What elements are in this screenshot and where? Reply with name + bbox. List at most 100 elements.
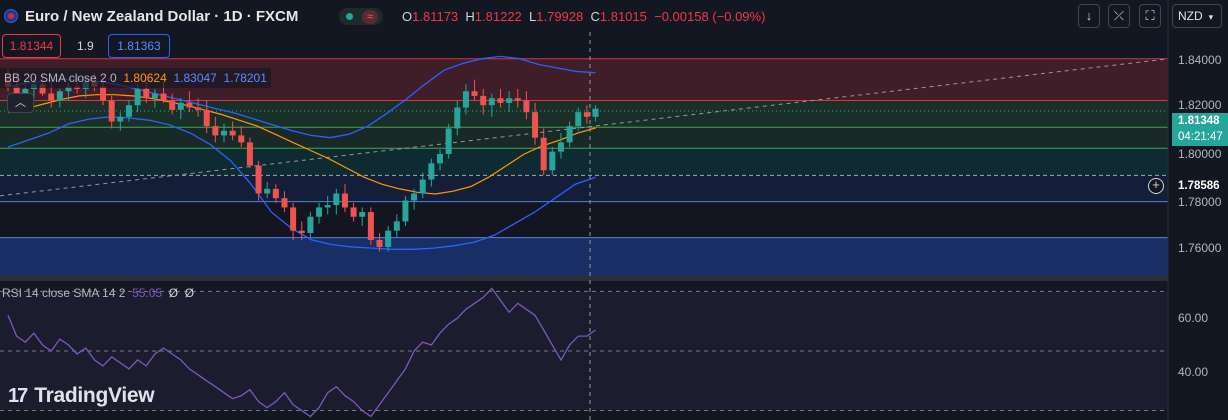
candle-body bbox=[169, 100, 176, 110]
candle-body bbox=[557, 142, 564, 152]
candle-body bbox=[549, 151, 556, 171]
candle-body bbox=[419, 179, 426, 194]
candle-body bbox=[592, 108, 599, 117]
trend-line bbox=[0, 58, 1166, 197]
candle-body bbox=[281, 198, 288, 208]
arrow-down-button[interactable]: ↓ bbox=[1078, 4, 1100, 28]
candle-body bbox=[255, 165, 262, 194]
sell-button[interactable]: 1.81344 bbox=[2, 34, 61, 58]
market-open-dot-icon bbox=[346, 13, 353, 20]
tradingview-logo[interactable]: 17 TradingView bbox=[8, 383, 155, 409]
candle-body bbox=[39, 84, 46, 94]
candle-body bbox=[229, 130, 236, 136]
candle-body bbox=[333, 193, 340, 206]
price-tick: 1.84000 bbox=[1178, 53, 1222, 67]
ohlc-low-value: 1.79928 bbox=[536, 9, 584, 24]
candle-body bbox=[221, 130, 227, 136]
ohlc-readout: O1.81173 H1.81222 L1.79928 C1.81015 −0.0… bbox=[402, 9, 765, 24]
candle-body bbox=[22, 88, 29, 96]
collapse-button[interactable]: ⤫ bbox=[1108, 4, 1130, 28]
bb-legend[interactable]: BB 20 SMA close 2 0 1.80624 1.83047 1.78… bbox=[0, 68, 271, 88]
chevron-up-icon: ︿ bbox=[15, 97, 26, 109]
candle-body bbox=[160, 93, 167, 101]
symbol-title[interactable]: Euro / New Zealand Dollar · 1D · FXCM bbox=[25, 8, 299, 25]
candle-body bbox=[290, 207, 297, 231]
candle-body bbox=[272, 188, 279, 199]
zone-band bbox=[0, 148, 1168, 176]
candle-body bbox=[540, 137, 547, 171]
zone-band bbox=[0, 237, 1168, 276]
fullscreen-button[interactable]: ⛶ bbox=[1139, 4, 1161, 28]
candle-body bbox=[48, 93, 55, 101]
candle-body bbox=[480, 95, 487, 106]
candle-body bbox=[203, 109, 210, 127]
candle-body bbox=[532, 112, 539, 138]
arrow-down-icon: ↓ bbox=[1085, 8, 1093, 23]
rsi-legend[interactable]: RSI 14 close SMA 14 2 55.05 Ø Ø bbox=[2, 286, 194, 300]
fullscreen-icon: ⛶ bbox=[1145, 8, 1155, 23]
candle-body bbox=[238, 135, 245, 143]
candle-body bbox=[246, 142, 253, 166]
rsi-value: 55.05 bbox=[132, 286, 163, 300]
candle-body bbox=[298, 230, 305, 234]
candle-body bbox=[428, 163, 435, 180]
ohlc-open-value: 1.81173 bbox=[412, 9, 459, 24]
bb-legend-name: BB 20 SMA close 2 0 bbox=[4, 71, 117, 85]
candle-body bbox=[316, 207, 323, 217]
collapse-icon: ⤫ bbox=[1113, 8, 1125, 23]
price-tick: 1.78000 bbox=[1178, 195, 1222, 209]
add-alert-plus-icon[interactable]: + bbox=[1148, 178, 1164, 194]
candle-body bbox=[523, 100, 530, 113]
buy-button[interactable]: 1.81363 bbox=[108, 34, 170, 58]
ohlc-open-label: O bbox=[402, 9, 413, 24]
tradingview-wordmark: TradingView bbox=[34, 384, 155, 407]
market-status-badge[interactable]: ≈ bbox=[339, 8, 383, 25]
rsi-tick: 60.00 bbox=[1178, 311, 1209, 325]
bb-upper-value: 1.83047 bbox=[173, 71, 217, 85]
candle-body bbox=[437, 154, 443, 164]
zone-band bbox=[0, 175, 1168, 202]
candle-body bbox=[177, 102, 184, 110]
rsi-extra-1: Ø bbox=[168, 286, 179, 300]
currency-label: NZD bbox=[1178, 9, 1203, 23]
candle-body bbox=[195, 107, 202, 110]
chevron-down-icon: ▾ bbox=[1208, 12, 1214, 22]
rsi-line bbox=[7, 287, 596, 418]
candle-body bbox=[65, 86, 72, 92]
candle-body bbox=[575, 112, 582, 127]
ohlc-close-value: 1.81015 bbox=[599, 9, 647, 24]
candle-body bbox=[143, 88, 150, 99]
candle-body bbox=[385, 230, 392, 247]
zone-band bbox=[0, 201, 1168, 238]
eur-nzd-flag-icon bbox=[4, 9, 18, 23]
countdown-tag: 04:21:47 bbox=[1172, 129, 1228, 146]
ohlc-close-label: C bbox=[590, 9, 600, 24]
candle-body bbox=[566, 126, 573, 143]
candle-body bbox=[264, 188, 271, 194]
candle-body bbox=[341, 193, 348, 208]
candle-body bbox=[151, 93, 158, 99]
price-tick: 1.82000 bbox=[1178, 98, 1222, 112]
candle-body bbox=[393, 221, 400, 231]
candle-body bbox=[100, 86, 107, 101]
price-tick: 1.80000 bbox=[1178, 147, 1222, 161]
candle-body bbox=[367, 212, 374, 240]
candle-body bbox=[350, 207, 357, 217]
rsi-extra-2: Ø bbox=[184, 286, 195, 300]
rsi-legend-name: RSI 14 close SMA 14 2 bbox=[2, 286, 126, 300]
crosshair-price-tag: 1.78586 bbox=[1172, 178, 1228, 195]
candle-body bbox=[583, 112, 590, 117]
candle-body bbox=[402, 200, 409, 222]
zone-band bbox=[0, 127, 1168, 149]
candle-body bbox=[125, 105, 132, 117]
collapse-legend-button[interactable]: ︿ bbox=[7, 93, 34, 113]
ohlc-low-label: L bbox=[529, 9, 537, 24]
ohlc-high-value: 1.81222 bbox=[474, 9, 522, 24]
price-tick: 1.76000 bbox=[1178, 241, 1222, 255]
candle-body bbox=[134, 88, 141, 106]
candle-body bbox=[186, 102, 193, 108]
candle-body bbox=[462, 91, 469, 108]
currency-selector[interactable]: NZD ▾ bbox=[1172, 4, 1222, 28]
